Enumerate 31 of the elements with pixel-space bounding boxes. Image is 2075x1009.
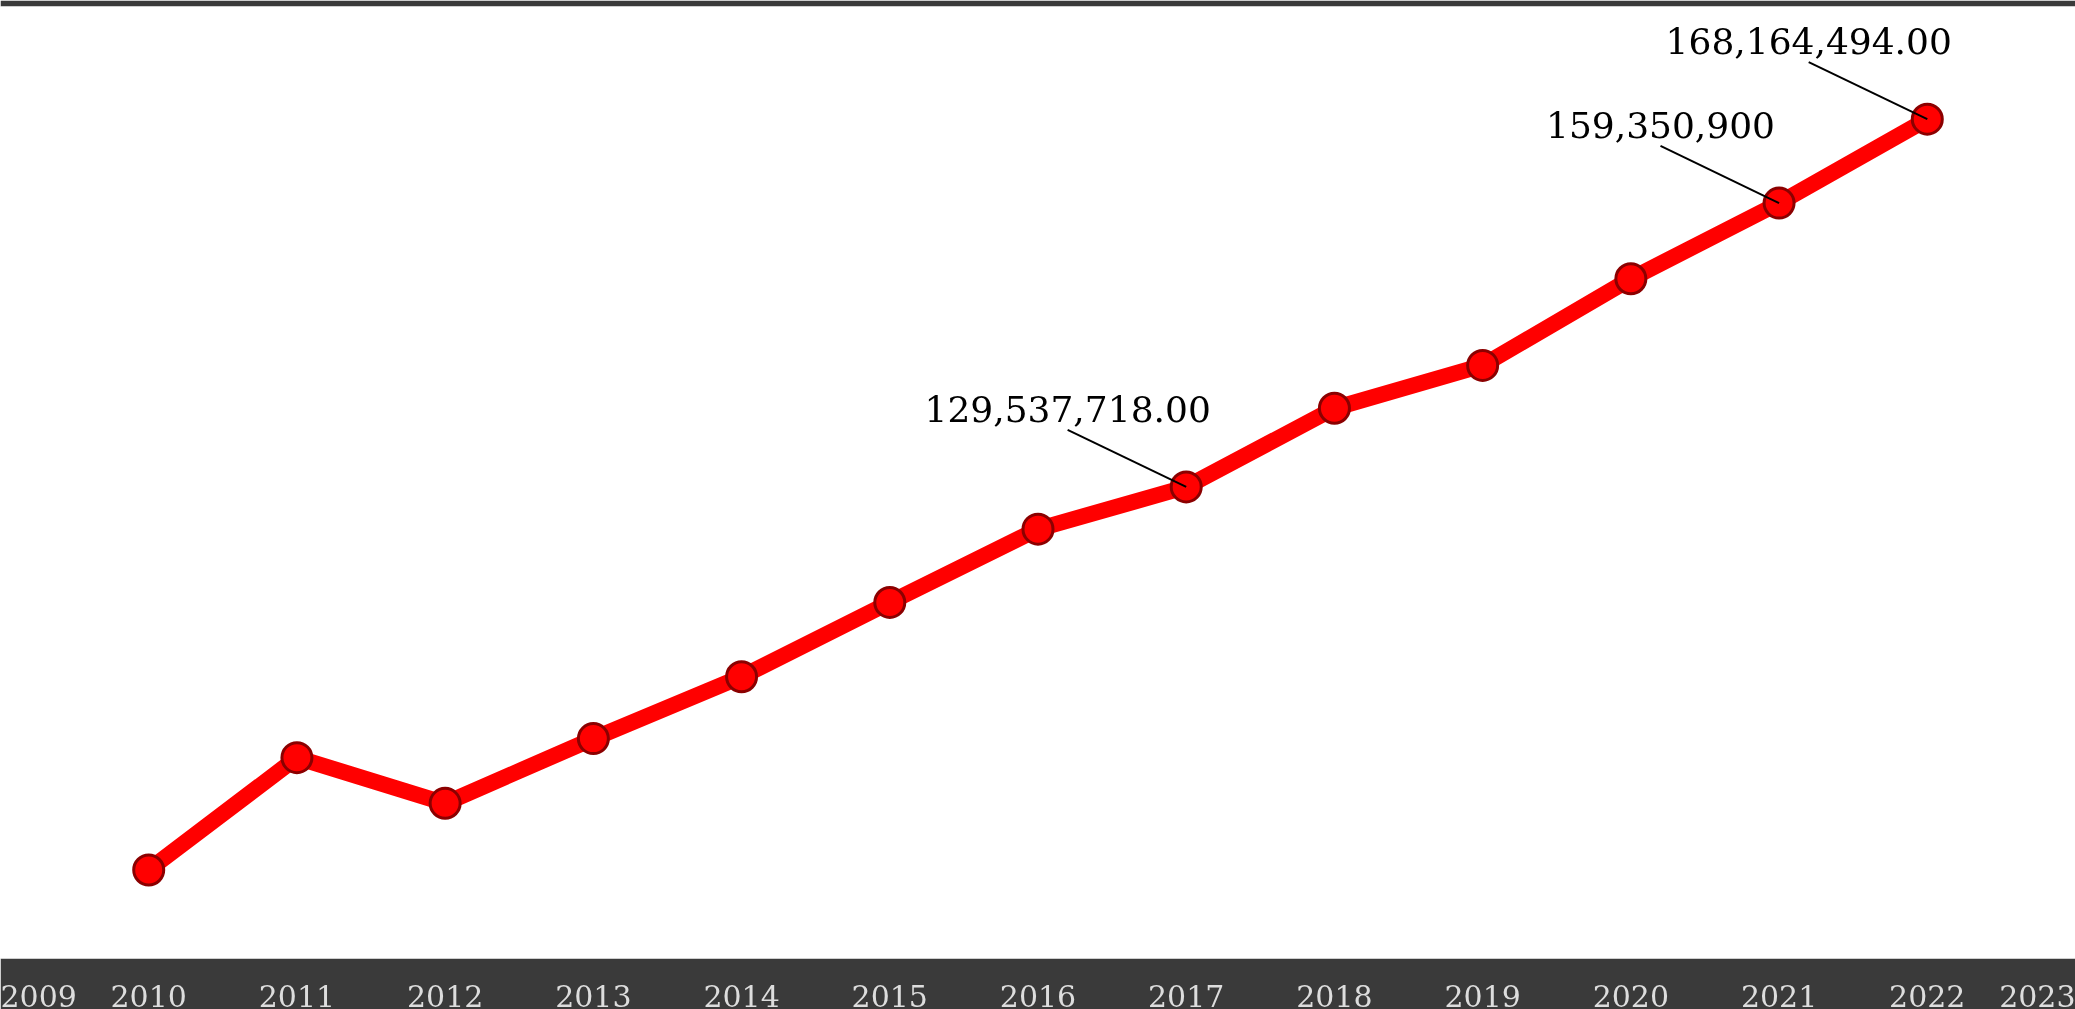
x-tick-label: 2009 — [0, 978, 77, 1009]
x-tick-label: 2012 — [406, 978, 484, 1009]
x-tick-label: 2018 — [1296, 978, 1373, 1009]
data-label: 159,350,900 — [1545, 104, 1776, 146]
point — [428, 786, 462, 820]
x-tick-label: 2013 — [555, 978, 632, 1009]
point — [1614, 262, 1648, 296]
x-tick-label: 2019 — [1444, 978, 1521, 1009]
x-tick-label: 2010 — [110, 978, 187, 1009]
x-tick-label: 2021 — [1740, 978, 1818, 1009]
point — [725, 660, 759, 694]
x-tick-label: 2014 — [703, 978, 780, 1009]
x-tick-label: 2023 — [1999, 978, 2075, 1009]
data-label: 129,537,718.00 — [924, 388, 1211, 430]
x-tick-label: 2020 — [1592, 978, 1670, 1009]
point — [576, 722, 610, 756]
point — [873, 585, 907, 619]
point — [1762, 186, 1796, 220]
point — [1169, 470, 1203, 504]
data-label: 168,164,494.00 — [1665, 21, 1952, 63]
point — [1910, 102, 1944, 136]
point — [1021, 512, 1055, 546]
x-tick-label: 2011 — [258, 978, 336, 1009]
point — [1466, 348, 1500, 382]
x-tick-label: 2015 — [851, 978, 928, 1009]
point — [132, 853, 166, 887]
x-tick-label: 2017 — [1148, 978, 1225, 1009]
point — [280, 741, 314, 775]
x-tick-label: 2016 — [999, 978, 1077, 1009]
point — [1317, 391, 1351, 425]
x-tick-label: 2022 — [1889, 978, 1966, 1009]
